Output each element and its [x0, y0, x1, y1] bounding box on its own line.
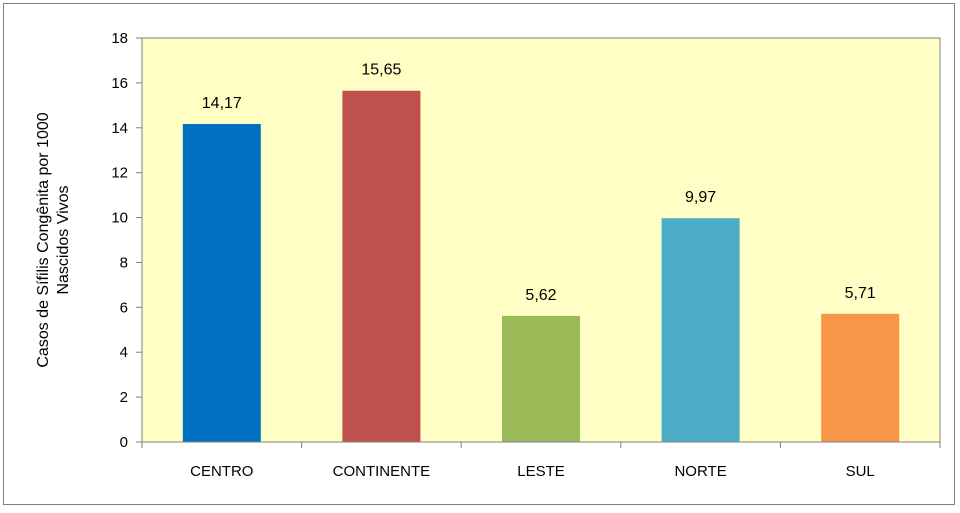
x-category-label: CENTRO	[190, 463, 253, 480]
y-tick-label: 4	[120, 344, 128, 361]
data-label-centro: 14,17	[202, 95, 242, 112]
bar-centro	[182, 123, 261, 442]
data-label-norte: 9,97	[685, 189, 716, 206]
y-tick-label: 10	[111, 210, 128, 227]
y-axis-title-line: Nascidos Vivos	[55, 185, 72, 294]
x-category-label: SUL	[846, 463, 875, 480]
x-category-label: NORTE	[674, 463, 726, 480]
x-category-label: CONTINENTE	[333, 463, 431, 480]
data-label-sul: 5,71	[845, 285, 876, 302]
y-tick-label: 14	[111, 120, 128, 137]
x-category-label: LESTE	[517, 463, 565, 480]
y-tick-label: 8	[120, 254, 128, 271]
y-axis-title-line: Casos de Sífilis Congênita por 1000	[35, 112, 52, 367]
y-tick-label: 12	[111, 165, 128, 182]
bar-leste	[502, 315, 580, 442]
y-axis-ticks: 0 2 4 6 8 10 12 14 16 18	[111, 30, 142, 451]
data-label-continente: 15,65	[361, 62, 401, 79]
bar-sul	[821, 313, 900, 442]
x-axis-categories: CENTRO CONTINENTE LESTE NORTE SUL	[141, 442, 941, 480]
y-tick-label: 18	[111, 30, 128, 47]
bars: 14,17 15,65 5,62 9,97 5,71	[182, 62, 900, 442]
y-axis-title: Casos de Sífilis Congênita por 1000 Nasci…	[35, 112, 72, 367]
data-label-leste: 5,62	[525, 287, 556, 304]
bar-norte	[661, 218, 740, 442]
bar-continente	[342, 90, 421, 442]
y-tick-label: 16	[111, 75, 128, 92]
y-tick-label: 0	[120, 434, 128, 451]
y-tick-label: 6	[120, 299, 128, 316]
y-tick-label: 2	[120, 389, 128, 406]
